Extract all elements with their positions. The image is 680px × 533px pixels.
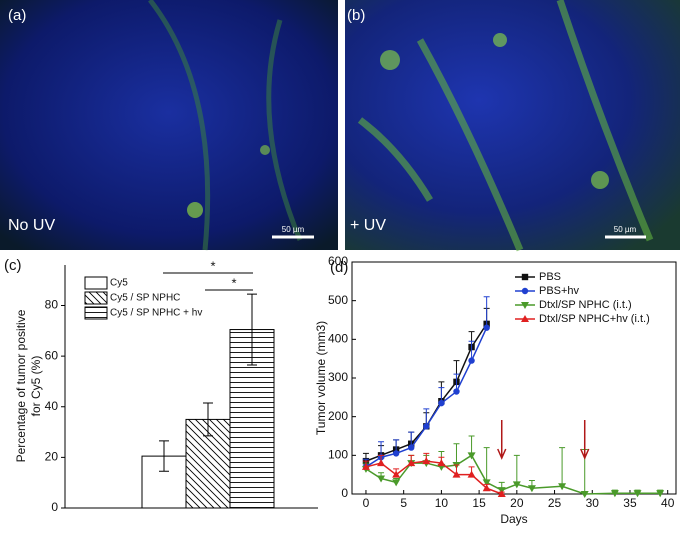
marker [580, 491, 589, 498]
arrow [497, 420, 507, 460]
marker [392, 450, 400, 457]
legend-label: PBS [539, 271, 561, 283]
marker [392, 470, 401, 478]
legend-label: Cy5 [110, 278, 128, 289]
panel-label: (d) [330, 259, 348, 276]
marker [437, 459, 446, 467]
arrow [580, 420, 590, 460]
y-tick-label: 100 [328, 448, 348, 462]
micrograph-a [0, 0, 338, 251]
x-tick-label: 10 [435, 496, 449, 510]
error-bar [247, 293, 257, 366]
error-bar [453, 443, 460, 465]
marker [521, 315, 529, 322]
y-tick-label: 600 [328, 254, 348, 268]
legend-label: Dtxl/SP NPHC (i.t.) [539, 299, 632, 311]
marker [558, 483, 567, 491]
caption: No UV [8, 217, 55, 234]
error-bar [159, 440, 169, 472]
x-tick-label: 0 [363, 496, 370, 510]
marker [527, 485, 536, 493]
error-bar [483, 447, 490, 483]
marker [407, 459, 416, 467]
marker [452, 470, 461, 478]
significance-star: * [231, 275, 236, 290]
scale-label: 50 µm [614, 225, 637, 234]
y-tick-label: 20 [45, 450, 59, 464]
marker [361, 462, 370, 470]
y-axis-label: Tumor volume (mm3) [314, 321, 328, 435]
marker [422, 457, 431, 465]
error-bar [483, 296, 490, 328]
marker [438, 399, 445, 407]
marker [656, 490, 665, 498]
y-tick-label: 500 [328, 293, 348, 307]
y-axis-label-line: Percentage of tumor positive [14, 309, 28, 462]
x-tick-label: 5 [400, 496, 407, 510]
marker [453, 388, 460, 395]
error-bar [513, 454, 520, 485]
x-tick-label: 25 [548, 496, 562, 510]
significance-star: * [210, 258, 215, 273]
y-tick-label: 60 [45, 348, 59, 362]
y-tick-label: 0 [341, 486, 348, 500]
error-bar [559, 447, 566, 487]
marker [482, 479, 491, 487]
y-tick-label: 200 [328, 409, 348, 423]
marker [377, 475, 386, 483]
micrograph-b [345, 0, 680, 252]
marker [467, 470, 476, 478]
x-tick-label: 40 [661, 496, 675, 510]
y-tick-label: 40 [45, 399, 59, 413]
legend-swatch [84, 291, 108, 305]
marker [468, 357, 475, 364]
x-tick-label: 15 [472, 496, 486, 510]
marker [467, 452, 476, 460]
y-axis-label: Percentage of tumor positivefor Cy5 (%) [14, 309, 43, 462]
marker [377, 459, 386, 467]
panel-label: (a) [8, 7, 26, 24]
marker [521, 302, 529, 309]
legend-label: Cy5 / SP NPHC + hv [110, 308, 202, 319]
scale-label: 50 µm [282, 225, 305, 234]
axes [351, 261, 677, 495]
marker [512, 481, 521, 489]
error-bar [203, 402, 213, 437]
error-bar [468, 435, 475, 456]
caption: + UV [350, 217, 386, 234]
y-tick-label: 300 [328, 370, 348, 384]
y-axis-label-line: for Cy5 (%) [29, 356, 43, 417]
marker [482, 484, 491, 492]
y-tick-label: 0 [51, 500, 58, 514]
panel-label: (b) [347, 7, 365, 24]
legend-label: PBS+hv [539, 285, 580, 297]
marker [633, 490, 642, 498]
marker [392, 479, 401, 487]
marker [521, 287, 529, 295]
marker [483, 324, 490, 331]
y-tick-label: 400 [328, 332, 348, 346]
marker [423, 423, 430, 430]
legend-label: Cy5 / SP NPHC [110, 293, 180, 304]
error-bar [468, 340, 475, 361]
y-tick-label: 80 [45, 298, 59, 312]
panel-label: (c) [4, 257, 22, 274]
legend-label: Dtxl/SP NPHC+hv (i.t.) [539, 313, 650, 325]
line [365, 460, 503, 495]
x-tick-label: 35 [623, 496, 637, 510]
marker [610, 490, 619, 498]
x-tick-label: 30 [586, 496, 600, 510]
legend-swatch [84, 276, 108, 290]
marker [408, 444, 415, 451]
x-tick-label: 20 [510, 496, 524, 510]
marker [497, 490, 506, 497]
x-axis-label: Days [500, 512, 527, 526]
legend-swatch [84, 306, 108, 320]
marker [521, 273, 529, 281]
